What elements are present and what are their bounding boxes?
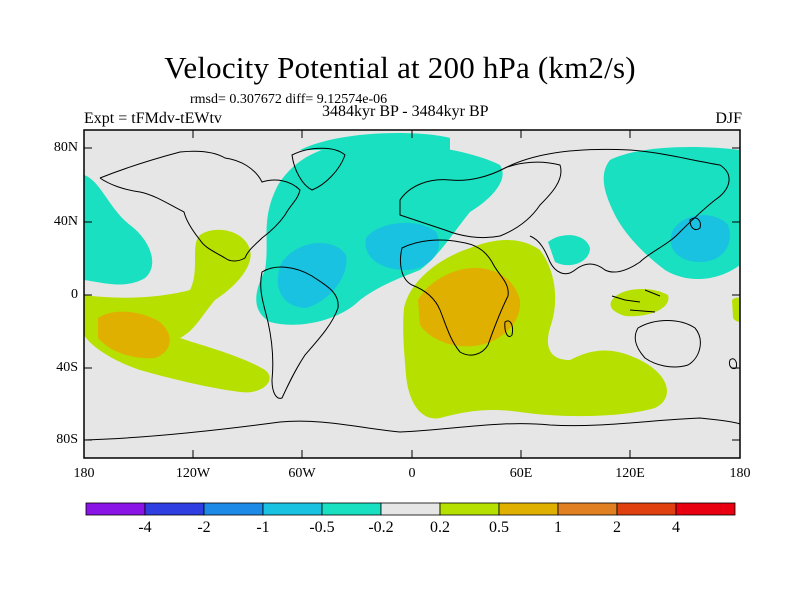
colorbar-label: -1 bbox=[256, 519, 270, 536]
colorbar-box bbox=[380, 502, 441, 516]
coast-north-america bbox=[99, 150, 301, 262]
neg-region-westpacific bbox=[84, 175, 153, 285]
stats-line: rmsd= 0.307672 diff= 9.12574e-06 bbox=[190, 92, 388, 107]
colorbar-label: -0.5 bbox=[309, 519, 335, 536]
colorbar-box bbox=[321, 502, 382, 516]
pos-strong-pacific bbox=[98, 311, 170, 359]
colorbar-box bbox=[85, 502, 146, 516]
coast-greenland bbox=[291, 147, 346, 191]
coast-africa bbox=[399, 239, 509, 356]
colorbar-box bbox=[675, 502, 736, 516]
experiment-label: Expt = tFMdv-tEWtv bbox=[84, 110, 222, 127]
colorbar-label: 2 bbox=[613, 519, 621, 536]
neg-strong-africa-n bbox=[365, 222, 440, 270]
coast-madagascar bbox=[504, 320, 513, 337]
coast-islands bbox=[611, 289, 661, 313]
colorbar-box bbox=[144, 502, 205, 516]
colorbar-label: -2 bbox=[197, 519, 211, 536]
coast-south-america bbox=[260, 266, 339, 399]
season-label: DJF bbox=[715, 110, 742, 127]
colorbar-box bbox=[203, 502, 264, 516]
neg-region-indian bbox=[548, 235, 590, 266]
colorbar-box bbox=[262, 502, 323, 516]
coast-europe bbox=[399, 161, 562, 239]
xtick-180w: 180 bbox=[73, 466, 95, 481]
ytick-40s: 40S bbox=[56, 360, 78, 375]
colorbar-box bbox=[498, 502, 559, 516]
xtick-120w: 120W bbox=[175, 466, 211, 481]
xtick-180e: 180 bbox=[729, 466, 751, 481]
coast-australia bbox=[634, 320, 701, 368]
colorbar-label: 0.5 bbox=[489, 519, 509, 536]
xtick-60e: 60E bbox=[509, 466, 533, 481]
colorbar-box bbox=[557, 502, 618, 516]
colorbar-label: 1 bbox=[554, 519, 562, 536]
period-label: 3484kyr BP - 3484kyr BP bbox=[322, 103, 489, 120]
ytick-0: 0 bbox=[71, 287, 78, 302]
pos-region-east-edge bbox=[732, 297, 740, 322]
colorbar-box bbox=[616, 502, 677, 516]
plot-title: Velocity Potential at 200 hPa (km2/s) bbox=[164, 50, 636, 85]
coast-japan bbox=[689, 217, 701, 231]
colorbar bbox=[85, 502, 736, 516]
coast-asia bbox=[504, 148, 730, 275]
ytick-80n: 80N bbox=[53, 140, 78, 155]
ytick-80s: 80S bbox=[56, 432, 78, 447]
xtick-60w: 60W bbox=[288, 466, 316, 481]
coast-antarctica bbox=[84, 417, 740, 441]
colorbar-label: 4 bbox=[672, 519, 680, 536]
xtick-0: 0 bbox=[408, 466, 416, 481]
xtick-120e: 120E bbox=[615, 466, 645, 481]
tick-marks bbox=[84, 130, 740, 458]
ytick-40n: 40N bbox=[53, 214, 78, 229]
neg-strong-samerica bbox=[277, 243, 347, 308]
colorbar-label: -0.2 bbox=[368, 519, 394, 536]
colorbar-label: -4 bbox=[138, 519, 152, 536]
pos-region-maritime bbox=[610, 288, 669, 317]
colorbar-label: 0.2 bbox=[430, 519, 450, 536]
colorbar-box bbox=[439, 502, 500, 516]
